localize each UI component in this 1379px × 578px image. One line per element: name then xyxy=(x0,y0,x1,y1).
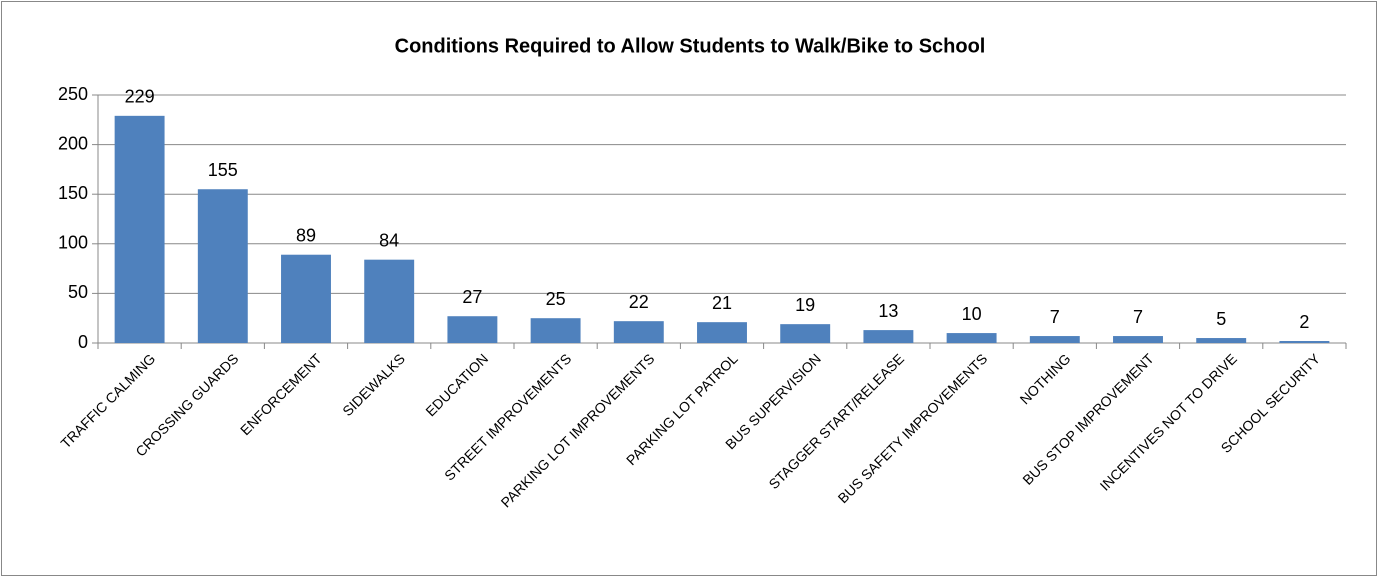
data-label: 2 xyxy=(1299,312,1309,332)
bar xyxy=(697,322,747,343)
bar xyxy=(281,254,331,343)
bar xyxy=(780,324,831,343)
data-label: 10 xyxy=(962,304,982,324)
data-label: 22 xyxy=(629,292,649,312)
bar xyxy=(863,330,914,343)
y-tick-label: 50 xyxy=(68,282,88,302)
data-label: 13 xyxy=(878,301,898,321)
bar xyxy=(613,321,664,343)
data-label: 19 xyxy=(795,295,815,315)
data-label: 21 xyxy=(712,293,732,313)
chart-title: Conditions Required to Allow Students to… xyxy=(395,35,986,57)
data-label: 155 xyxy=(208,160,238,180)
y-tick-label: 150 xyxy=(58,183,88,203)
bar xyxy=(114,115,165,343)
bar xyxy=(197,189,248,343)
bar xyxy=(364,259,415,343)
data-label: 27 xyxy=(462,287,482,307)
bar xyxy=(530,318,581,343)
bar xyxy=(1279,341,1330,343)
y-tick-label: 100 xyxy=(58,233,88,253)
bar xyxy=(1196,338,1247,343)
bar xyxy=(1113,336,1163,343)
data-label: 7 xyxy=(1133,307,1143,327)
bar xyxy=(447,316,498,343)
data-label: 25 xyxy=(546,289,566,309)
bar xyxy=(946,333,997,343)
y-tick-label: 250 xyxy=(58,84,88,104)
y-tick-label: 0 xyxy=(78,332,88,352)
bar xyxy=(1029,336,1080,343)
y-tick-label: 200 xyxy=(58,133,88,153)
data-label: 84 xyxy=(379,230,399,250)
data-label: 5 xyxy=(1216,309,1226,329)
data-label: 229 xyxy=(125,87,155,107)
data-label: 7 xyxy=(1050,307,1060,327)
data-label: 89 xyxy=(296,225,316,245)
